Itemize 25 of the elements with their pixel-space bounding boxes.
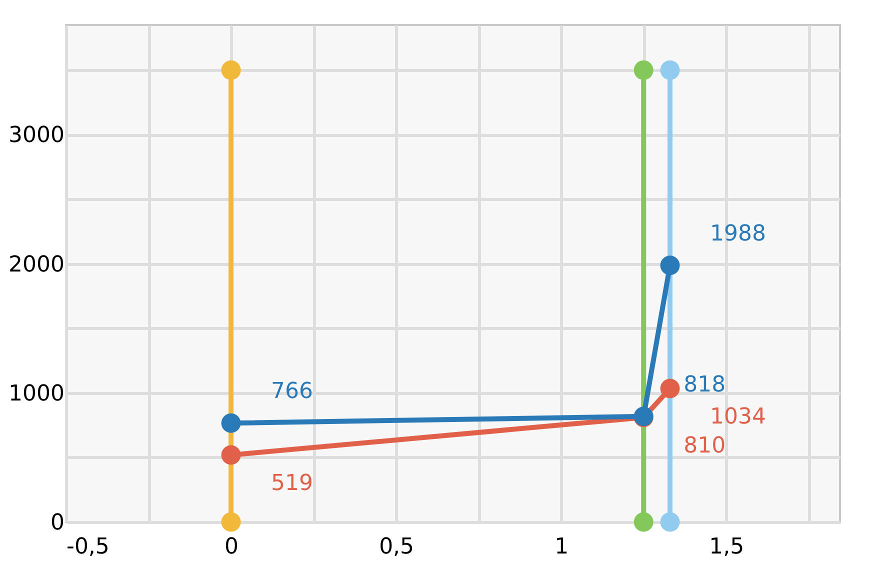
data-label: 1034 [710, 404, 766, 430]
point [634, 512, 654, 532]
data-label: 519 [271, 471, 314, 496]
y-tick-label: 1000 [8, 381, 64, 406]
x-tick-label: 0 [224, 534, 239, 560]
data-label: 818 [684, 372, 726, 398]
point [634, 60, 654, 80]
x-tick-label: 1 [554, 534, 569, 560]
point [221, 60, 241, 80]
point [221, 445, 241, 465]
data-label: 766 [271, 379, 314, 404]
data-label: 810 [684, 433, 726, 458]
x-tick-label: -0,5 [66, 534, 110, 560]
point [221, 413, 241, 433]
point [660, 60, 680, 80]
point [221, 512, 241, 532]
data-label: 1988 [710, 221, 766, 246]
x-tick-label: 0,5 [379, 534, 414, 560]
point [660, 512, 680, 532]
y-tick-label: 0 [50, 510, 64, 536]
y-tick-label: 3000 [8, 123, 64, 148]
y-tick-label: 2000 [8, 252, 64, 278]
x-tick-label: 1,5 [709, 534, 744, 560]
point [660, 378, 680, 398]
point [660, 256, 680, 276]
